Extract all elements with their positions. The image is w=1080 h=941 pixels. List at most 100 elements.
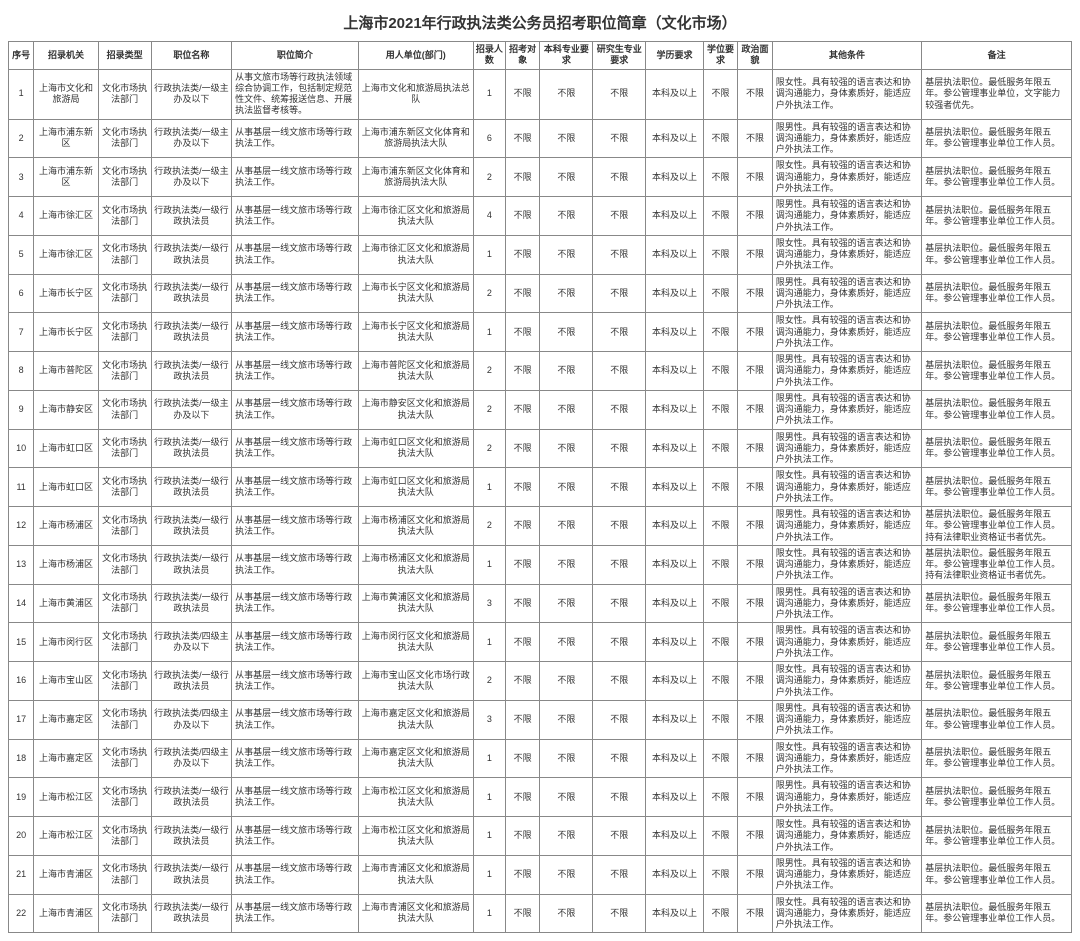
- cell-yj: 不限: [593, 274, 646, 313]
- cell-note: 基层执法职位。最低服务年限五年。参公管理事业单位工作人员。: [922, 778, 1072, 817]
- cell-deg: 不限: [703, 623, 738, 662]
- cell-note: 基层执法职位。最低服务年限五年。参公管理事业单位工作人员。: [922, 700, 1072, 739]
- cell-num: 1: [473, 69, 505, 119]
- cell-obj: 不限: [505, 739, 540, 778]
- cell-dept: 上海市徐汇区文化和旅游局执法大队: [358, 235, 473, 274]
- cell-note: 基层执法职位。最低服务年限五年。参公管理事业单位工作人员。: [922, 623, 1072, 662]
- cell-desc: 从事基层一线文旅市场等行政执法工作。: [232, 429, 359, 468]
- table-row: 11上海市虹口区文化市场执法部门行政执法类/一级行政执法员从事基层一线文旅市场等…: [9, 468, 1072, 507]
- cell-name: 行政执法类/一级行政执法员: [151, 507, 232, 546]
- cell-dept: 上海市青浦区文化和旅游局执法大队: [358, 855, 473, 894]
- cell-dept: 上海市松江区文化和旅游局执法大队: [358, 817, 473, 856]
- cell-obj: 不限: [505, 197, 540, 236]
- cell-yj: 不限: [593, 119, 646, 158]
- cell-other: 限男性。具有较强的语言表达和协调沟通能力，身体素质好，能适应户外执法工作。: [772, 352, 922, 391]
- cell-pol: 不限: [738, 507, 773, 546]
- cell-dept: 上海市杨浦区文化和旅游局执法大队: [358, 545, 473, 584]
- cell-name: 行政执法类/四级主办及以下: [151, 739, 232, 778]
- cell-obj: 不限: [505, 352, 540, 391]
- cell-yj: 不限: [593, 817, 646, 856]
- cell-seq: 4: [9, 197, 34, 236]
- cell-org: 上海市静安区: [34, 390, 98, 429]
- cell-edu: 本科及以上: [646, 507, 704, 546]
- cell-seq: 10: [9, 429, 34, 468]
- cell-yj: 不限: [593, 352, 646, 391]
- cell-bk: 不限: [540, 855, 593, 894]
- cell-num: 4: [473, 197, 505, 236]
- cell-dept: 上海市长宁区文化和旅游局执法大队: [358, 313, 473, 352]
- cell-name: 行政执法类/一级行政执法员: [151, 235, 232, 274]
- col-header-11: 学位要求: [703, 42, 738, 70]
- cell-type: 文化市场执法部门: [98, 778, 151, 817]
- cell-dept: 上海市闵行区文化和旅游局执法大队: [358, 623, 473, 662]
- cell-dept: 上海市徐汇区文化和旅游局执法大队: [358, 197, 473, 236]
- cell-num: 1: [473, 623, 505, 662]
- cell-yj: 不限: [593, 700, 646, 739]
- cell-yj: 不限: [593, 69, 646, 119]
- cell-type: 文化市场执法部门: [98, 274, 151, 313]
- cell-name: 行政执法类/一级行政执法员: [151, 197, 232, 236]
- col-header-3: 职位名称: [151, 42, 232, 70]
- cell-note: 基层执法职位。最低服务年限五年。参公管理事业单位工作人员。: [922, 158, 1072, 197]
- cell-edu: 本科及以上: [646, 817, 704, 856]
- col-header-5: 用人单位(部门): [358, 42, 473, 70]
- cell-yj: 不限: [593, 545, 646, 584]
- cell-yj: 不限: [593, 429, 646, 468]
- cell-edu: 本科及以上: [646, 197, 704, 236]
- cell-pol: 不限: [738, 429, 773, 468]
- cell-pol: 不限: [738, 855, 773, 894]
- cell-obj: 不限: [505, 894, 540, 933]
- cell-bk: 不限: [540, 390, 593, 429]
- cell-type: 文化市场执法部门: [98, 584, 151, 623]
- cell-obj: 不限: [505, 390, 540, 429]
- cell-note: 基层执法职位。最低服务年限五年。参公管理事业单位工作人员。: [922, 390, 1072, 429]
- cell-type: 文化市场执法部门: [98, 662, 151, 701]
- cell-pol: 不限: [738, 662, 773, 701]
- cell-note: 基层执法职位。最低服务年限五年。参公管理事业单位工作人员。: [922, 662, 1072, 701]
- cell-note: 基层执法职位。最低服务年限五年。参公管理事业单位工作人员。: [922, 817, 1072, 856]
- cell-org: 上海市宝山区: [34, 662, 98, 701]
- cell-name: 行政执法类/一级主办及以下: [151, 158, 232, 197]
- cell-desc: 从事基层一线文旅市场等行政执法工作。: [232, 274, 359, 313]
- col-header-6: 招录人数: [473, 42, 505, 70]
- cell-yj: 不限: [593, 894, 646, 933]
- cell-deg: 不限: [703, 119, 738, 158]
- cell-desc: 从事基层一线文旅市场等行政执法工作。: [232, 235, 359, 274]
- cell-bk: 不限: [540, 623, 593, 662]
- cell-type: 文化市场执法部门: [98, 390, 151, 429]
- cell-pol: 不限: [738, 739, 773, 778]
- cell-desc: 从事基层一线文旅市场等行政执法工作。: [232, 739, 359, 778]
- cell-desc: 从事基层一线文旅市场等行政执法工作。: [232, 119, 359, 158]
- cell-org: 上海市普陀区: [34, 352, 98, 391]
- cell-pol: 不限: [738, 69, 773, 119]
- col-header-8: 本科专业要求: [540, 42, 593, 70]
- cell-num: 2: [473, 274, 505, 313]
- cell-yj: 不限: [593, 158, 646, 197]
- cell-seq: 3: [9, 158, 34, 197]
- cell-yj: 不限: [593, 623, 646, 662]
- cell-desc: 从事基层一线文旅市场等行政执法工作。: [232, 507, 359, 546]
- cell-desc: 从事基层一线文旅市场等行政执法工作。: [232, 817, 359, 856]
- cell-pol: 不限: [738, 274, 773, 313]
- cell-obj: 不限: [505, 817, 540, 856]
- cell-num: 2: [473, 158, 505, 197]
- cell-org: 上海市黄浦区: [34, 584, 98, 623]
- cell-num: 6: [473, 119, 505, 158]
- cell-org: 上海市青浦区: [34, 894, 98, 933]
- cell-other: 限女性。具有较强的语言表达和协调沟通能力，身体素质好，能适应户外执法工作。: [772, 313, 922, 352]
- cell-num: 2: [473, 429, 505, 468]
- cell-edu: 本科及以上: [646, 313, 704, 352]
- col-header-13: 其他条件: [772, 42, 922, 70]
- cell-name: 行政执法类/一级主办及以下: [151, 69, 232, 119]
- cell-deg: 不限: [703, 274, 738, 313]
- cell-desc: 从事文旅市场等行政执法领域综合协调工作，包括制定规范性文件、统筹报送信息、开展执…: [232, 69, 359, 119]
- cell-deg: 不限: [703, 700, 738, 739]
- cell-dept: 上海市杨浦区文化和旅游局执法大队: [358, 507, 473, 546]
- cell-dept: 上海市黄浦区文化和旅游局执法大队: [358, 584, 473, 623]
- cell-yj: 不限: [593, 778, 646, 817]
- cell-note: 基层执法职位。最低服务年限五年。参公管理事业单位工作人员。: [922, 352, 1072, 391]
- cell-dept: 上海市静安区文化和旅游局执法大队: [358, 390, 473, 429]
- cell-yj: 不限: [593, 390, 646, 429]
- cell-type: 文化市场执法部门: [98, 313, 151, 352]
- cell-bk: 不限: [540, 507, 593, 546]
